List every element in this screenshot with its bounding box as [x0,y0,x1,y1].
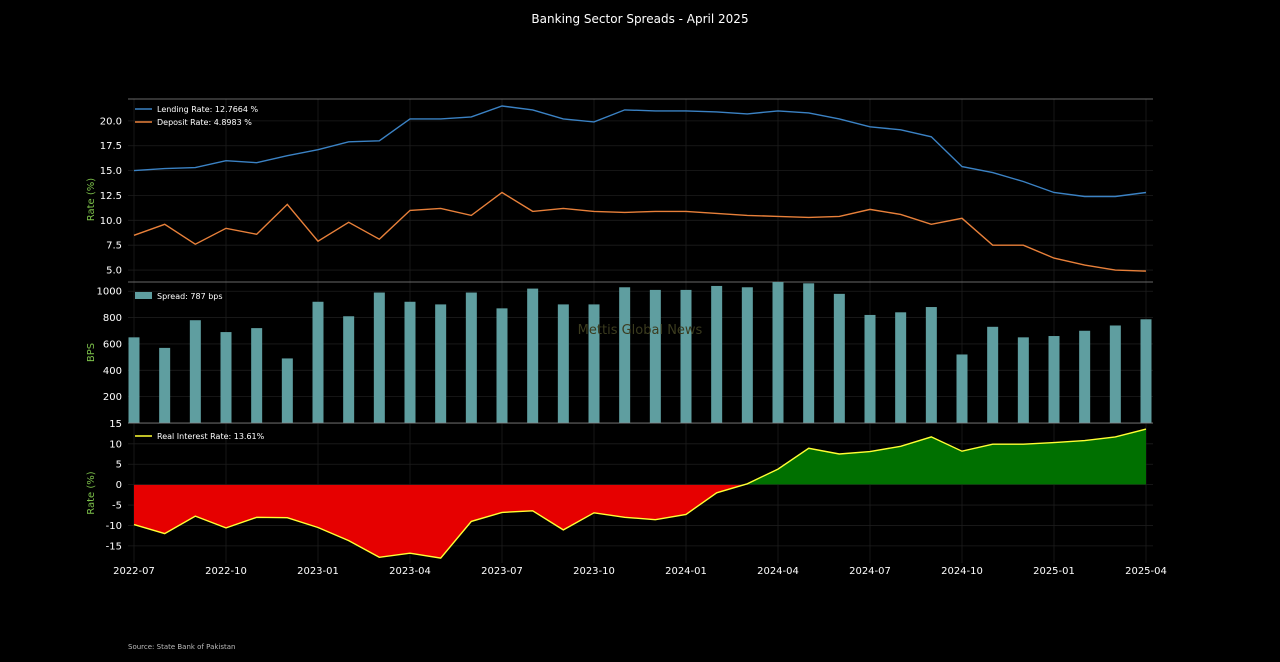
x-tick-label: 2023-04 [389,566,431,577]
y-tick-label: 5.0 [106,266,122,277]
y-tick-label: 800 [103,313,122,324]
x-tick-label: 2022-07 [113,566,155,577]
spread-bar [220,332,232,423]
x-tick-label: 2024-04 [757,566,799,577]
panel-2: 200 400 600 800 1000 BPS Spread: 787 bps [86,281,1153,423]
spread-bar [159,347,171,423]
x-tick-label: 2023-07 [481,566,523,577]
spread-bar [435,304,447,423]
spread-bar [1140,319,1152,423]
spread-bar [772,282,784,423]
spread-bar [619,287,631,423]
panel-1: 5.0 7.5 10.0 12.5 15.0 17.5 20.0 Rate (%) Lendin… [86,98,1153,282]
spread-bar [281,358,293,423]
spread-bar [1017,337,1029,423]
y-tick-label: 12.5 [100,191,122,202]
positive-area [744,429,1146,485]
spread-bar [1048,336,1060,423]
y-tick-label: 0 [116,480,122,491]
y-tick-label: -5 [112,501,122,512]
panel-3: -15 -10 -5 0 5 10 15 Rate (%) Real Interest Rate… [86,419,1153,563]
lending-rate-line [133,105,1147,198]
spread-bar [649,289,661,423]
y-tick-label: -10 [106,521,122,532]
y-tick-label: 15 [109,419,122,430]
negative-area [134,484,745,559]
spread-bar [680,289,692,423]
y-tick-label: 20.0 [100,116,122,127]
x-tick-label: 2023-10 [573,566,615,577]
legend-label: Spread: 787 bps [157,292,223,301]
spread-bar [312,301,324,423]
spread-bar [925,307,937,423]
spread-bar [527,288,539,423]
y-axis-label: Rate (%) [86,178,97,222]
deposit-rate-line [133,191,1147,272]
y-tick-label: 600 [103,339,122,350]
spread-bar [465,292,477,423]
spread-bar [741,287,753,423]
legend-label: Real Interest Rate: 13.61% [157,432,265,441]
y-tick-label: 10 [109,439,122,450]
y-tick-label: 1000 [97,287,122,298]
spread-bar [343,316,355,423]
spread-bar [956,354,968,423]
x-tick-label: 2022-10 [205,566,247,577]
y-tick-label: 5 [116,460,122,471]
spread-bar [1109,325,1121,423]
watermark: Mettis Global News [578,323,703,338]
x-tick-label: 2024-01 [665,566,707,577]
spread-bar [588,304,600,423]
spread-bar [711,285,723,423]
y-tick-label: 200 [103,392,122,403]
spread-bar [128,337,140,423]
y-tick-label: 400 [103,366,122,377]
real-rate-line [133,428,1147,559]
spread-bar [803,283,815,423]
y-tick-label: -15 [106,541,122,552]
chart-title: Banking Sector Spreads - April 2025 [531,12,748,26]
spread-bar [373,292,385,423]
x-tick-label: 2025-04 [1125,566,1167,577]
x-tick-label: 2025-01 [1033,566,1075,577]
x-tick-label: 2024-10 [941,566,983,577]
spread-bar [1079,330,1091,423]
legend-swatch [135,292,152,299]
spread-bar [251,328,263,423]
spread-bar [864,314,876,423]
y-tick-label: 10.0 [100,216,122,227]
source-note: Source: State Bank of Pakistan [128,643,235,651]
y-tick-label: 15.0 [100,166,122,177]
legend-label: Deposit Rate: 4.8983 % [157,118,252,127]
spread-bar [833,293,845,423]
y-tick-label: 17.5 [100,141,122,152]
spread-bar [987,326,999,423]
spread-bar [404,301,416,423]
legend-label: Lending Rate: 12.7664 % [157,105,259,114]
spread-bar [895,312,907,423]
y-axis-label: Rate (%) [86,471,97,515]
spread-bar [557,304,569,423]
x-tick-label: 2023-01 [297,566,339,577]
y-axis-label: BPS [86,343,97,362]
spread-bar [189,320,201,423]
y-tick-label: 7.5 [106,241,122,252]
x-tick-label: 2024-07 [849,566,891,577]
spread-bar [496,308,508,423]
